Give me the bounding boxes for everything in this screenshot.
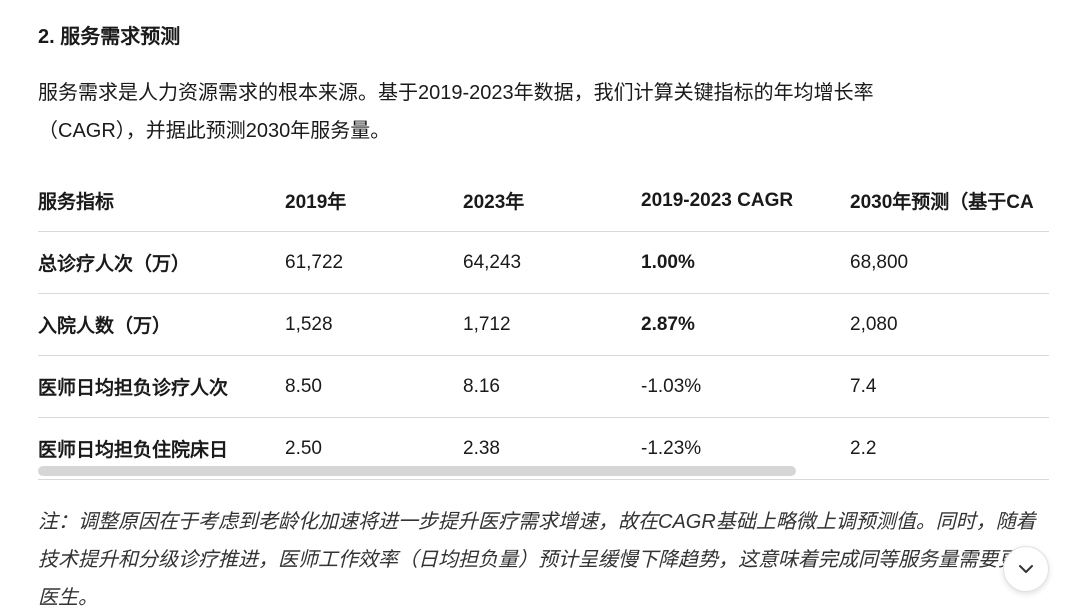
table-cell: 入院人数（万） xyxy=(38,293,285,356)
header-cell: 2019年 xyxy=(285,170,463,232)
header-cell: 服务指标 xyxy=(38,170,285,232)
table-cell: 61,722 xyxy=(285,231,463,294)
header-cell: 2019-2023 CAGR xyxy=(641,170,850,232)
table-cell: 1.00% xyxy=(641,231,850,294)
table-cell: 1,528 xyxy=(285,293,463,356)
table-cell: 1,712 xyxy=(463,293,641,356)
header-row: 服务指标 2019年 2023年 2019-2023 CAGR 2030年预测（基于CA xyxy=(38,170,1049,232)
paragraph: 服务需求是人力资源需求的根本来源。基于2019-2023年数据，我们计算关键指标… xyxy=(38,82,874,142)
table-row: 入院人数（万） 1,528 1,712 2.87% 2,080 xyxy=(38,293,1049,356)
table-cell: 7.4 xyxy=(850,355,1049,418)
table-cell: 64,243 xyxy=(463,231,641,294)
chevron-icon xyxy=(1019,565,1033,573)
header-cell: 2023年 xyxy=(463,170,641,232)
scroll-down-button[interactable] xyxy=(1003,546,1049,592)
table-row: 总诊疗人次（万） 61,722 64,243 1.00% 68,800 xyxy=(38,231,1049,294)
table-cell: 8.50 xyxy=(285,355,463,418)
table-body: 总诊疗人次（万） 61,722 64,243 1.00% 68,800 入院人数（万） 1,… xyxy=(38,231,1049,480)
table-cell: 8.16 xyxy=(463,355,641,418)
table-cell: -1.03% xyxy=(641,355,850,418)
note: 注：调整原因在于考虑到老龄化加速将进一步提升医疗需求增速，故在CAGR基础上略微… xyxy=(38,511,1038,609)
table: 服务指标 2019年 2023年 2019-2023 CAGR 2030年预测（基于CA… xyxy=(38,170,1049,480)
header-cell: 2030年预测（基于CA xyxy=(850,170,1049,232)
table-row: 医师日均担负诊疗人次 8.50 8.16 -1.03% 7.4 xyxy=(38,355,1049,418)
table-cell: 2.2 xyxy=(850,417,1049,480)
table-cell: 医师日均担负诊疗人次 xyxy=(38,355,285,418)
table-cell: 2.87% xyxy=(641,293,850,356)
table-wrapper: 服务指标 2019年 2023年 2019-2023 CAGR 2030年预测（基于CA… xyxy=(38,170,1049,481)
table-cell: 68,800 xyxy=(850,231,1049,294)
scrollbar[interactable] xyxy=(38,466,796,476)
heading: 2. 服务需求预测 xyxy=(38,26,181,48)
table-cell: 总诊疗人次（万） xyxy=(38,231,285,294)
table-cell: 2,080 xyxy=(850,293,1049,356)
